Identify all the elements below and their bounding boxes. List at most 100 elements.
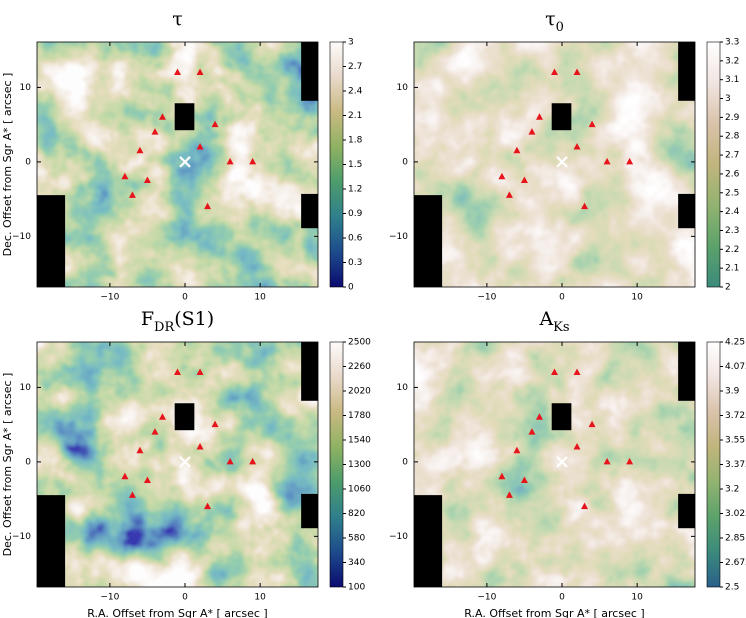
x-tick-label: 0 [182, 293, 188, 303]
source-marker [158, 413, 166, 420]
colorbar [706, 41, 721, 288]
colorbar-tick-label: 1300 [348, 460, 371, 470]
title-subscript: Ks [553, 320, 569, 335]
source-marker [581, 202, 589, 210]
y-tick-label: 0 [402, 457, 408, 467]
source-marker [513, 446, 521, 454]
colorbar-tick-label: 3.9 [725, 387, 740, 397]
colorbar-tick-label: 2.5 [725, 583, 739, 593]
source-marker [573, 143, 581, 150]
source-marker [498, 172, 506, 180]
colorbar-tick-label: 820 [348, 509, 365, 519]
y-tick-label: 10 [397, 383, 409, 393]
colorbar-tick-label: 2.675 [725, 558, 746, 568]
x-tick-label: −10 [477, 293, 496, 303]
mask-region [678, 493, 695, 529]
source-marker [204, 202, 212, 210]
colorbar-tick-label: 2 [725, 283, 731, 293]
colorbar-tick-label: 2.6 [725, 169, 740, 179]
title-part: F [141, 308, 154, 330]
colorbar-tick-label: 100 [348, 583, 365, 593]
heatmap [37, 342, 318, 587]
source-marker [128, 191, 136, 198]
title-part: τ [172, 8, 183, 30]
source-marker [174, 68, 181, 76]
mask-region [174, 403, 195, 431]
source-marker [196, 68, 204, 76]
mask-region [301, 42, 318, 101]
colorbar-tick-label: 2.1 [725, 264, 739, 274]
title-part: A [538, 308, 553, 330]
x-axis-label: R.A. Offset from Sgr A* [ arcsec ] [87, 607, 267, 618]
source-marker [626, 457, 634, 465]
source-marker [626, 157, 634, 165]
y-tick-label: 0 [25, 157, 31, 167]
colorbar-tick-label: 3.375 [725, 460, 746, 470]
y-tick-label: 0 [25, 457, 31, 467]
source-marker [535, 413, 543, 420]
sgr-a-marker [179, 156, 191, 168]
panel-title: τ [172, 8, 183, 30]
source-marker [528, 128, 536, 135]
source-marker [603, 157, 611, 165]
source-marker [151, 428, 159, 435]
colorbar-tick-label: 2.85 [725, 534, 745, 544]
colorbar-tick-label: 3.2 [725, 485, 739, 495]
title-part: τ [545, 8, 556, 30]
source-marker [121, 172, 129, 180]
source-marker [520, 176, 528, 184]
source-marker [158, 113, 166, 120]
source-marker [588, 420, 596, 428]
title-part: (S1) [174, 308, 214, 330]
source-marker [136, 446, 144, 454]
source-marker [204, 502, 212, 510]
source-marker [226, 157, 234, 165]
colorbar-tick-label: 1060 [348, 485, 371, 495]
source-marker [505, 491, 513, 498]
colorbar-tick-label: 0 [348, 283, 354, 293]
y-tick-label: −10 [389, 232, 408, 242]
colorbar-tick-label: 1780 [348, 411, 371, 421]
title-subscript: DR [154, 320, 175, 335]
colorbar-tick-label: 1540 [348, 436, 371, 446]
source-marker [573, 68, 581, 76]
sgr-a-marker [556, 456, 568, 468]
sgr-a-marker [556, 156, 568, 168]
source-marker [551, 68, 558, 76]
mask-region [678, 193, 695, 229]
colorbar-tick-label: 2.9 [725, 113, 740, 123]
colorbar-tick-label: 4.25 [725, 338, 745, 348]
source-marker [588, 120, 596, 128]
source-marker [249, 157, 257, 165]
colorbar-tick-label: 3 [348, 38, 354, 48]
mask-region [301, 193, 318, 229]
y-tick-label: 10 [397, 83, 409, 93]
mask-region [678, 42, 695, 101]
x-tick-label: 10 [254, 293, 266, 303]
plot-frame [413, 41, 696, 288]
panel-title: AKs [538, 308, 569, 335]
source-marker [226, 457, 234, 465]
colorbar-tick-label: 2.8 [725, 132, 740, 142]
x-tick-label: −10 [477, 593, 496, 603]
heatmap [414, 42, 695, 287]
colorbar-tick-label: 2.3 [725, 226, 739, 236]
colorbar-tick-label: 2.5 [725, 188, 739, 198]
colorbar [329, 341, 344, 588]
mask-region [174, 103, 195, 131]
colorbar-tick-label: 2.4 [725, 207, 740, 217]
x-tick-label: 0 [182, 593, 188, 603]
colorbar-tick-label: 580 [348, 534, 365, 544]
source-marker [121, 472, 129, 480]
colorbar-tick-label: 2.1 [348, 111, 362, 121]
colorbar-tick-label: 3.1 [725, 75, 739, 85]
y-tick-label: 0 [402, 157, 408, 167]
plot-frame [36, 341, 319, 588]
colorbar-tick-label: 0.6 [348, 234, 363, 244]
colorbar-tick-label: 1.2 [348, 185, 362, 195]
mask-region [301, 342, 318, 401]
source-marker [151, 128, 159, 135]
mask-region [678, 342, 695, 401]
y-tick-label: −10 [389, 532, 408, 542]
